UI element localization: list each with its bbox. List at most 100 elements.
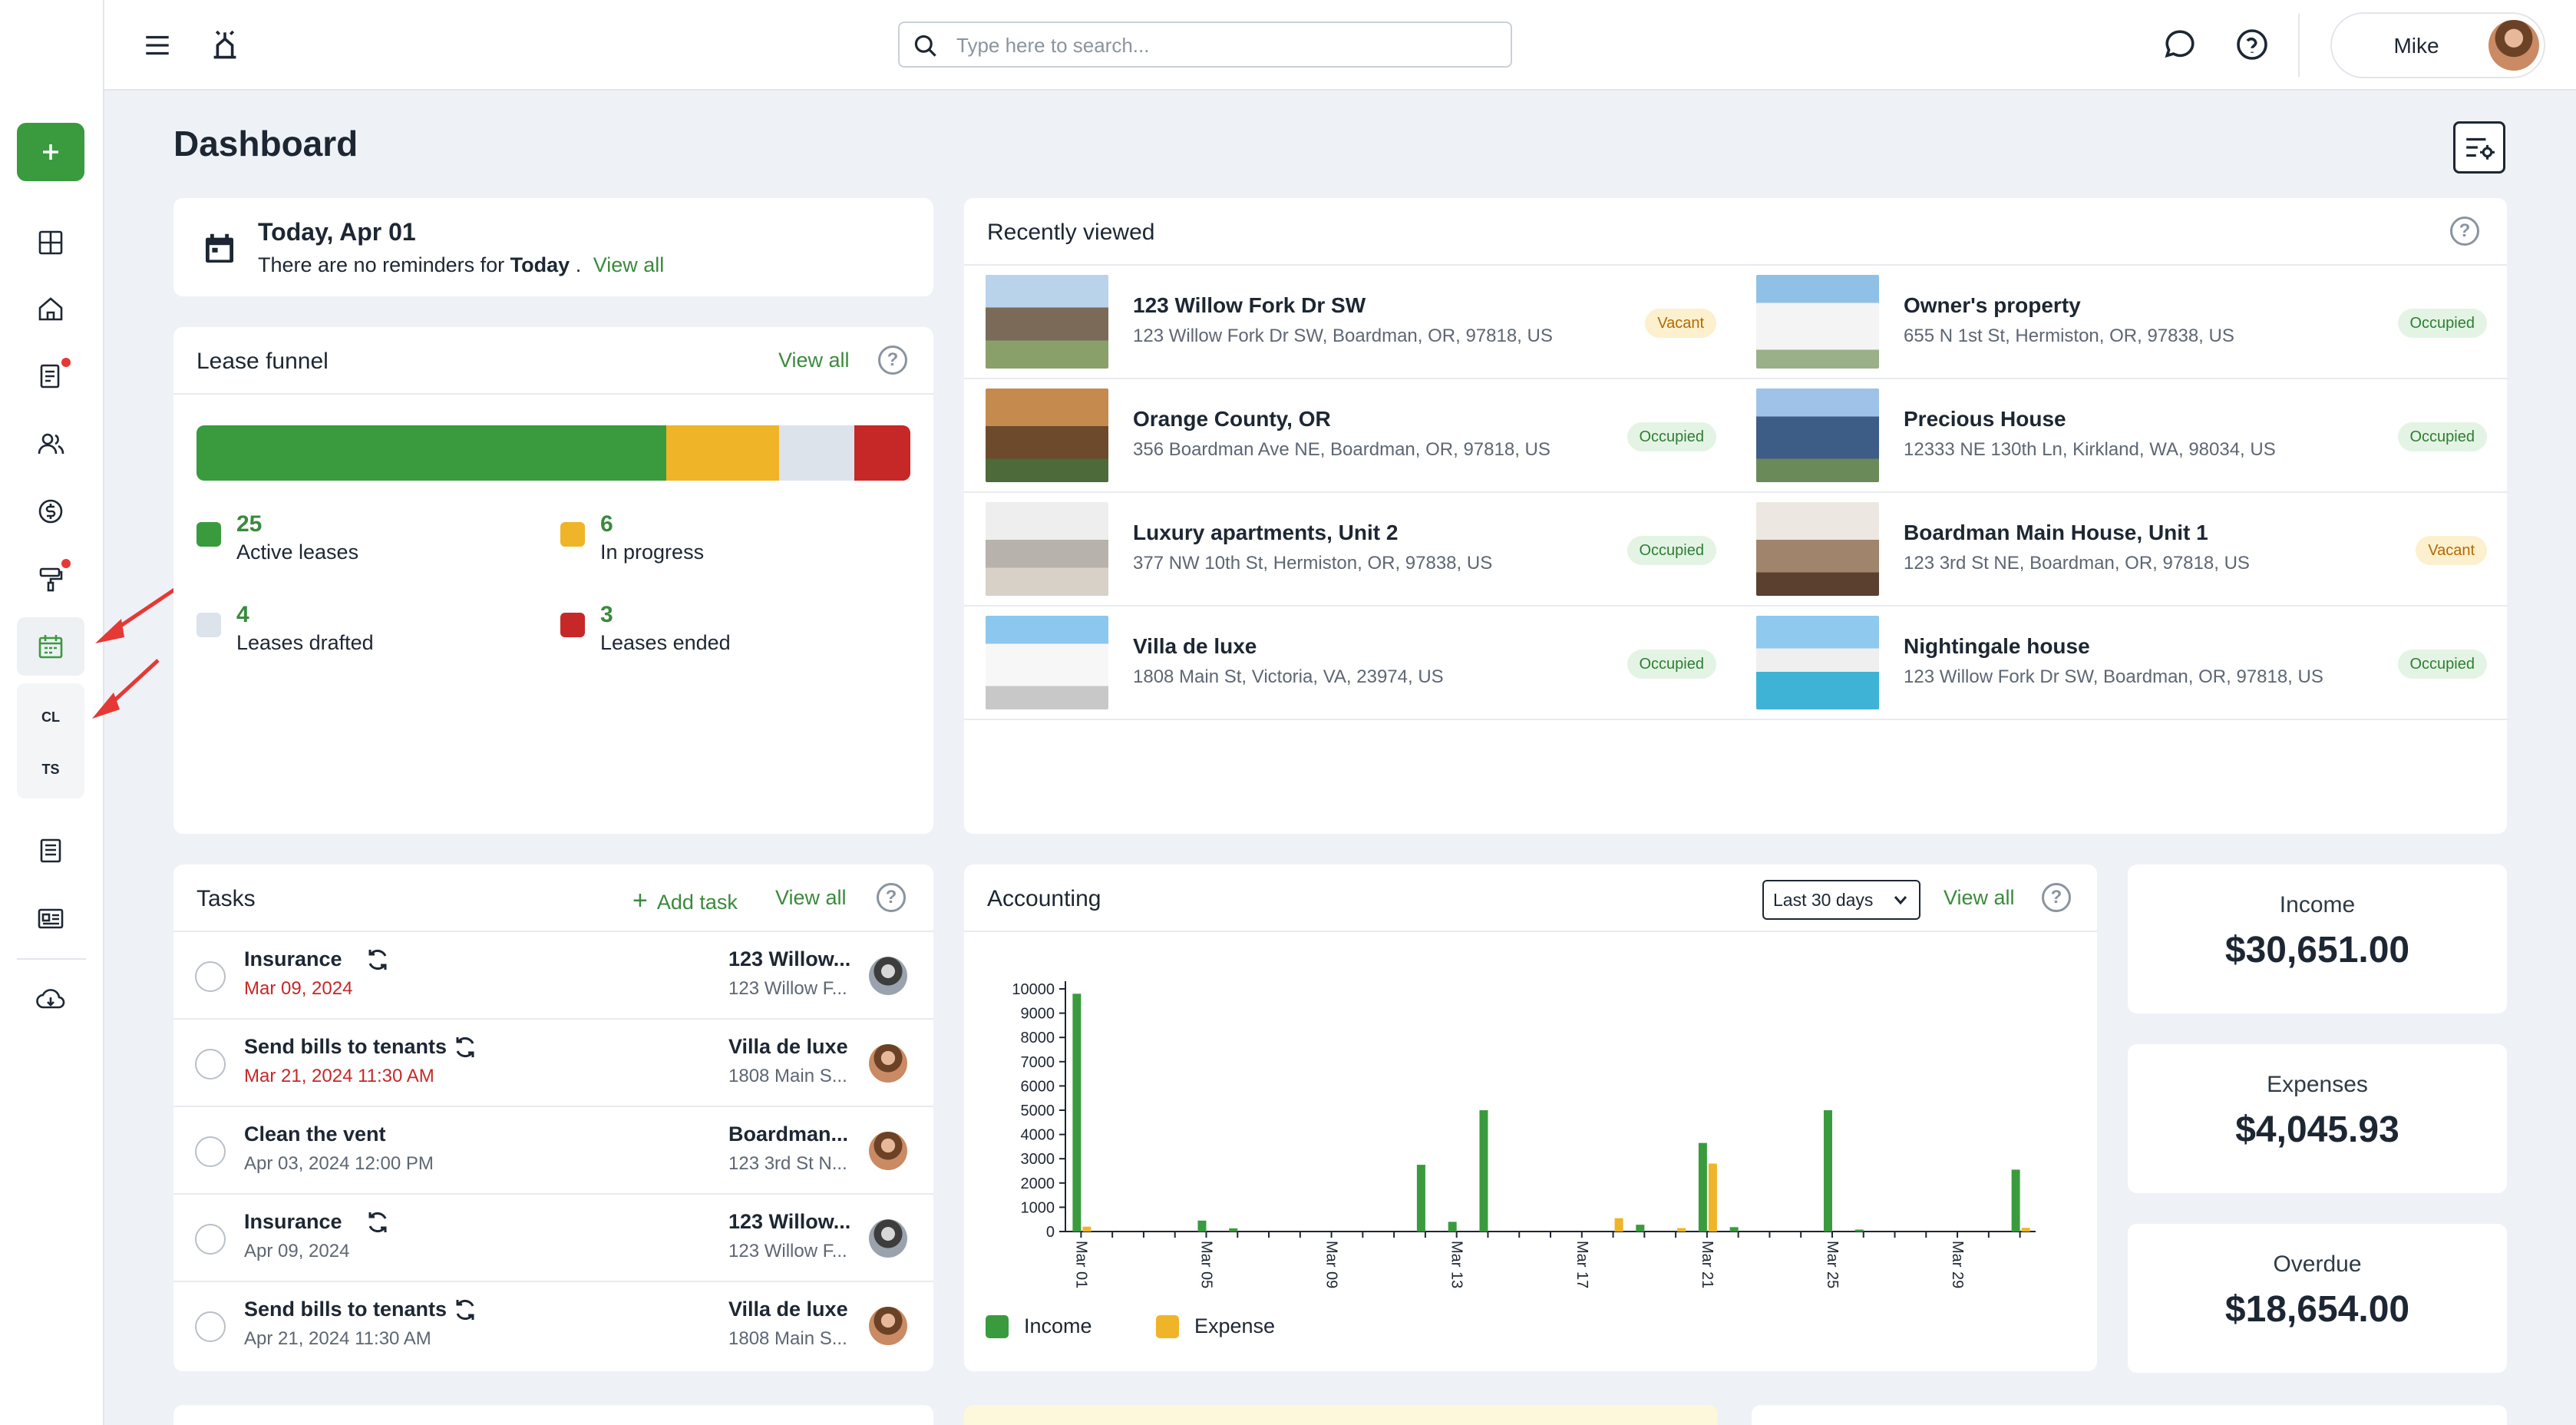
funnel-segment[interactable] (665, 425, 779, 481)
messages-button[interactable] (2158, 23, 2201, 66)
x-tick-label: Mar 09 (1323, 1241, 1340, 1288)
recently-viewed-item[interactable]: Orange County, OR 356 Boardman Ave NE, Bo… (964, 379, 1738, 493)
bottom-card (173, 1405, 933, 1425)
recently-viewed-item[interactable]: Luxury apartments, Unit 2 377 NW 10th St,… (964, 493, 1738, 607)
user-menu[interactable]: Mike (2330, 12, 2545, 78)
topbar-divider (2298, 14, 2300, 77)
search-bar[interactable] (898, 21, 1512, 68)
sidebar-item-accounting[interactable] (17, 482, 84, 541)
task-complete-checkbox[interactable] (195, 1136, 226, 1167)
bar-income-mar-12 (1416, 1165, 1425, 1232)
recurring-icon (362, 944, 393, 975)
status-badge: Occupied (1627, 422, 1716, 451)
funnel-segment[interactable] (854, 425, 910, 481)
overdue-summary-card[interactable]: Overdue $18,654.00 (2128, 1224, 2507, 1373)
date-range-select[interactable]: Last 30 days (1762, 880, 1920, 920)
expenses-summary-card[interactable]: Expenses $4,045.93 (2128, 1044, 2507, 1193)
task-row[interactable]: Insurance Mar 09, 2024 123 Willow... 123 Wi… (173, 932, 933, 1020)
y-tick-label: 6000 (1021, 1078, 1055, 1095)
legend-income[interactable]: Income (986, 1314, 1092, 1338)
top-bar: Mike (104, 0, 2576, 91)
task-row[interactable]: Send bills to tenants Mar 21, 2024 11:30 … (173, 1020, 933, 1107)
x-tick-label: Mar 13 (1448, 1241, 1465, 1288)
assignee-avatar[interactable] (869, 1044, 907, 1083)
task-complete-checkbox[interactable] (195, 1224, 226, 1255)
legend-label: Leases ended (600, 631, 731, 654)
accounting-title: Accounting (987, 886, 1101, 911)
assignee-avatar[interactable] (869, 957, 907, 995)
funnel-segment[interactable] (197, 425, 666, 481)
task-address: 123 Willow F... (728, 1241, 847, 1261)
sidebar-item-people[interactable] (17, 415, 84, 473)
help-icon[interactable]: ? (2450, 217, 2479, 246)
chevron-down-icon (1894, 896, 1907, 905)
notification-dot (61, 559, 71, 568)
reminders-text-bold: Today (510, 253, 570, 276)
assignee-avatar[interactable] (869, 1132, 907, 1170)
search-input[interactable] (956, 31, 1494, 60)
logo[interactable] (203, 23, 247, 68)
menu-toggle-button[interactable] (137, 25, 178, 66)
tasks-view-all-link[interactable]: View all (775, 886, 847, 909)
reminders-view-all-link[interactable]: View all (593, 253, 665, 276)
assignee-avatar[interactable] (869, 1307, 907, 1345)
add-new-button[interactable] (17, 123, 84, 181)
bar-income-mar-21 (1698, 1142, 1707, 1232)
cloud-download-icon (36, 989, 65, 1009)
task-row[interactable]: Send bills to tenants Apr 21, 2024 11:30 … (173, 1282, 933, 1370)
y-tick-label: 8000 (1021, 1030, 1055, 1046)
plus-icon: + (632, 886, 648, 915)
y-tick-label: 4000 (1021, 1127, 1055, 1144)
submenu-item-cl[interactable]: CL (41, 709, 60, 725)
accounting-view-all-link[interactable]: View all (1944, 886, 2015, 909)
task-complete-checkbox[interactable] (195, 1049, 226, 1079)
recently-viewed-item[interactable]: Nightingale house 123 Willow Fork Dr SW, … (1735, 607, 2508, 720)
task-complete-checkbox[interactable] (195, 1311, 226, 1342)
sidebar-item-reports[interactable] (17, 822, 84, 880)
recently-viewed-card: Recently viewed ? 123 Willow Fork Dr SW 1… (964, 198, 2508, 834)
legend-label: Leases drafted (236, 631, 374, 654)
funnel-segment[interactable] (778, 425, 854, 481)
add-task-button[interactable]: + Add task (632, 886, 738, 916)
sidebar-item-download[interactable] (17, 970, 84, 1029)
recently-viewed-item[interactable]: 123 Willow Fork Dr SW 123 Willow Fork Dr … (964, 266, 1738, 379)
dashboard-settings-button[interactable] (2453, 121, 2505, 174)
assignee-avatar[interactable] (869, 1219, 907, 1258)
property-thumbnail (1756, 502, 1879, 596)
sidebar-item-maintenance[interactable] (17, 550, 84, 608)
sidebar-item-listings[interactable] (17, 889, 84, 947)
legend-label: Active leases (236, 541, 359, 564)
help-icon[interactable]: ? (878, 346, 907, 375)
sidebar-divider (17, 958, 86, 960)
bar-income-mar-06 (1229, 1228, 1238, 1232)
recently-viewed-item[interactable]: Villa de luxe 1808 Main St, Victoria, VA,… (964, 607, 1738, 720)
chat-bubble-icon (2165, 30, 2195, 58)
recently-viewed-item[interactable]: Owner's property 655 N 1st St, Hermiston,… (1735, 266, 2508, 379)
help-icon[interactable]: ? (877, 883, 906, 912)
bar-expense-mar-20 (1677, 1228, 1686, 1232)
task-complete-checkbox[interactable] (195, 961, 226, 992)
help-button[interactable] (2231, 23, 2274, 66)
task-row[interactable]: Clean the vent Apr 03, 2024 12:00 PM Board… (173, 1107, 933, 1195)
task-property: Villa de luxe (728, 1298, 848, 1321)
sidebar-item-properties[interactable] (17, 279, 84, 338)
recently-viewed-item[interactable]: Precious House 12333 NE 130th Ln, Kirklan… (1735, 379, 2508, 493)
sidebar-item-dashboard[interactable] (17, 213, 84, 272)
recently-viewed-item[interactable]: Boardman Main House, Unit 1 123 3rd St NE… (1735, 493, 2508, 607)
task-name: Send bills to tenants (244, 1035, 447, 1058)
help-icon[interactable]: ? (2042, 883, 2071, 912)
property-name: Orange County, OR (1133, 407, 1331, 431)
task-row[interactable]: Insurance Apr 09, 2024 123 Willow... 123 Wi… (173, 1195, 933, 1282)
bar-expense-mar-18 (1614, 1218, 1623, 1232)
status-badge: Occupied (2397, 650, 2487, 679)
sidebar-item-leases[interactable] (17, 347, 84, 405)
sidebar-item-calendar[interactable] (17, 617, 84, 676)
submenu-item-ts[interactable]: TS (41, 762, 60, 777)
legend-expense[interactable]: Expense (1156, 1314, 1275, 1338)
income-summary-card[interactable]: Income $30,651.00 (2128, 865, 2507, 1013)
lease-funnel-view-all-link[interactable]: View all (778, 349, 850, 372)
y-tick-label: 1000 (1021, 1199, 1055, 1216)
lease-funnel-title: Lease funnel (197, 349, 329, 374)
reminders-text: There are no reminders for Today . View … (258, 253, 664, 277)
task-due-date: Mar 21, 2024 11:30 AM (244, 1066, 434, 1086)
